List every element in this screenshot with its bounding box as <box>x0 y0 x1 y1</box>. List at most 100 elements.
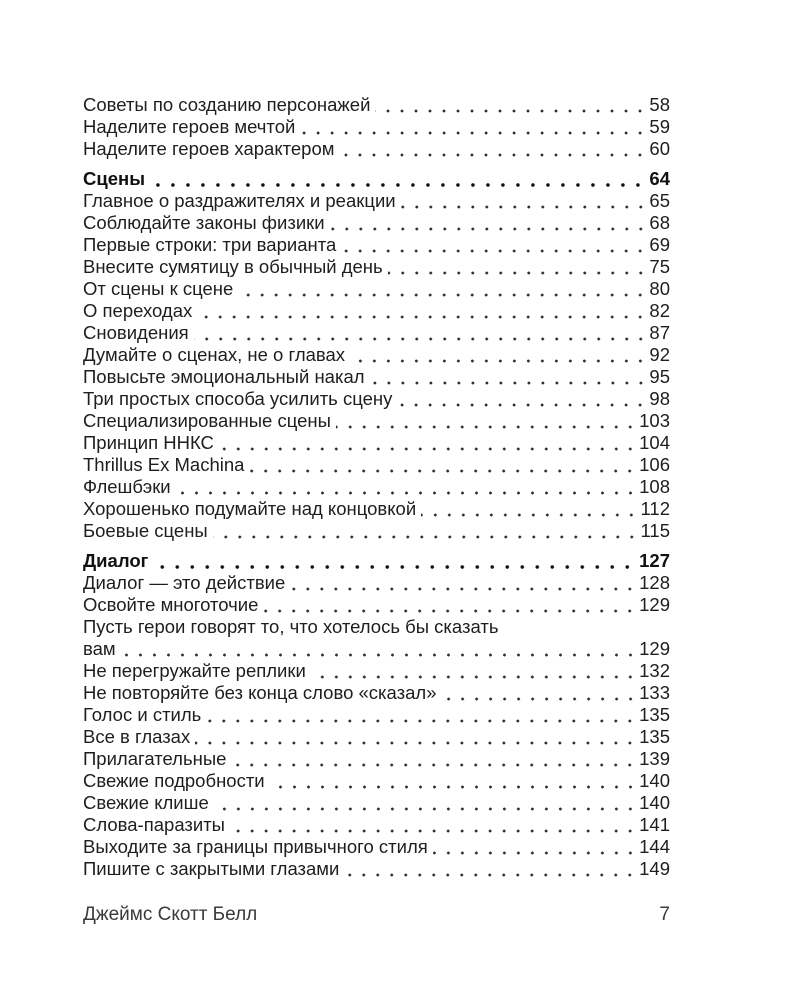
toc-entry-page: 60 <box>649 138 670 159</box>
toc-entry-page: 87 <box>649 322 670 343</box>
toc-entry-title: Не перегружайте реплики <box>83 660 306 681</box>
leader-dots <box>195 726 638 748</box>
toc-entry-page: 132 <box>639 660 670 681</box>
toc-entry-title: Диалог <box>83 550 149 571</box>
toc-entry-page: 80 <box>649 278 670 299</box>
leader-dots <box>290 572 638 594</box>
toc-row: Советы по созданию персонажей 58 <box>83 94 670 116</box>
toc-entry-page: 108 <box>639 476 670 497</box>
toc-entry-page: 139 <box>639 748 670 769</box>
toc-entry-title: Выходите за границы привычного стиля <box>83 836 428 857</box>
leader-dots <box>231 748 638 770</box>
toc-row: Не перегружайте реплики 132 <box>83 660 670 682</box>
toc-row: Главное о раздражителях и реакции 65 <box>83 190 670 212</box>
toc-entry-title: Думайте о сценах, не о главах <box>83 344 346 365</box>
toc-section-row: Сцены 64 <box>83 168 670 190</box>
toc-entry-title: Пусть герои говорят то, что хотелось бы … <box>83 616 499 637</box>
leader-dots <box>213 792 638 814</box>
toc-entry-title: Соблюдайте законы физики <box>83 212 325 233</box>
leader-dots <box>238 278 648 300</box>
leader-dots <box>218 432 638 454</box>
toc-entry-title: Сцены <box>83 168 145 189</box>
leader-dots <box>212 520 639 542</box>
toc-row: Три простых способа усилить сцену 98 <box>83 388 670 410</box>
leader-dots <box>397 388 648 410</box>
toc-entry-title: Советы по созданию персонажей <box>83 94 371 115</box>
toc-entry-title: Thrillus Ex Machina <box>83 454 245 475</box>
leader-dots <box>206 704 638 726</box>
toc-entry-title: Наделите героев мечтой <box>83 116 296 137</box>
toc-entry-page: 64 <box>649 168 670 189</box>
toc-entry-page: 82 <box>649 300 670 321</box>
toc-entry-title: Наделите героев характером <box>83 138 335 159</box>
toc-entry-page: 59 <box>649 116 670 137</box>
toc-entry-title: Диалог — это действие <box>83 572 286 593</box>
toc-entry-page: 69 <box>649 234 670 255</box>
toc-row: Диалог — это действие 128 <box>83 572 670 594</box>
table-of-contents: Советы по созданию персонажей 58 Наделите … <box>83 94 670 880</box>
toc-entry-page: 127 <box>639 550 670 571</box>
leader-dots <box>229 814 638 836</box>
leader-dots <box>300 116 648 138</box>
leader-dots <box>197 300 648 322</box>
toc-entry-page: 104 <box>639 432 670 453</box>
toc-entry-title: Специализированные сцены <box>83 410 331 431</box>
toc-entry-page: 141 <box>639 814 670 835</box>
toc-row: Флешбэки 108 <box>83 476 670 498</box>
toc-row: Прилагательные 139 <box>83 748 670 770</box>
toc-row: Голос и стиль 135 <box>83 704 670 726</box>
toc-row: Выходите за границы привычного стиля 144 <box>83 836 670 858</box>
toc-row: вам 129 <box>83 638 670 660</box>
toc-entry-title: Флешбэки <box>83 476 171 497</box>
leader-dots <box>175 476 638 498</box>
toc-row: Повысьте эмоциональный накал 95 <box>83 366 670 388</box>
toc-entry-page: 128 <box>639 572 670 593</box>
toc-row: Thrillus Ex Machina 106 <box>83 454 670 476</box>
toc-entry-title: Первые строки: три варианта <box>83 234 337 255</box>
toc-row: Соблюдайте законы физики 68 <box>83 212 670 234</box>
toc-row: Свежие клише 140 <box>83 792 670 814</box>
toc-row: Сновидения 87 <box>83 322 670 344</box>
leader-dots <box>120 638 638 660</box>
toc-entry-page: 133 <box>639 682 670 703</box>
toc-entry-title: Повысьте эмоциональный накал <box>83 366 365 387</box>
toc-entry-title: Принцип ННКС <box>83 432 214 453</box>
footer-page-number: 7 <box>659 904 670 925</box>
toc-entry-page: 95 <box>649 366 670 387</box>
leader-dots <box>432 836 638 858</box>
toc-entry-page: 106 <box>639 454 670 475</box>
toc-entry-title: Освойте многоточие <box>83 594 259 615</box>
leader-dots <box>441 682 638 704</box>
toc-entry-title: Пишите с закрытыми глазами <box>83 858 340 879</box>
toc-entry-title: вам <box>83 638 116 659</box>
leader-dots <box>350 344 648 366</box>
toc-entry-title: Прилагательные <box>83 748 227 769</box>
leader-dots <box>400 190 648 212</box>
toc-entry-page: 140 <box>639 792 670 813</box>
toc-entry-title: Свежие подробности <box>83 770 265 791</box>
leader-dots <box>310 660 638 682</box>
toc-row: Принцип ННКС 104 <box>83 432 670 454</box>
toc-row: Не повторяйте без конца слово «сказал» 13… <box>83 682 670 704</box>
toc-entry-page: 149 <box>639 858 670 879</box>
toc-row: О переходах 82 <box>83 300 670 322</box>
toc-entry-page: 92 <box>649 344 670 365</box>
leader-dots <box>341 234 648 256</box>
leader-dots <box>263 594 638 616</box>
toc-row: Боевые сцены 115 <box>83 520 670 542</box>
leader-dots <box>344 858 638 880</box>
toc-row: Специализированные сцены 103 <box>83 410 670 432</box>
page-footer: Джеймс Скотт Белл 7 <box>83 904 670 926</box>
toc-entry-title: Слова-паразиты <box>83 814 225 835</box>
leader-dots <box>150 168 648 190</box>
toc-row: Свежие подробности 140 <box>83 770 670 792</box>
leader-dots <box>375 94 648 116</box>
toc-row: Наделите героев мечтой 59 <box>83 116 670 138</box>
toc-row: Хорошенько подумайте над концовкой 112 <box>83 498 670 520</box>
leader-dots <box>421 498 639 520</box>
toc-entry-title: Хорошенько подумайте над концовкой <box>83 498 417 519</box>
toc-section-row: Диалог 127 <box>83 550 670 572</box>
toc-row: Все в глазах 135 <box>83 726 670 748</box>
toc-row: Первые строки: три варианта 69 <box>83 234 670 256</box>
